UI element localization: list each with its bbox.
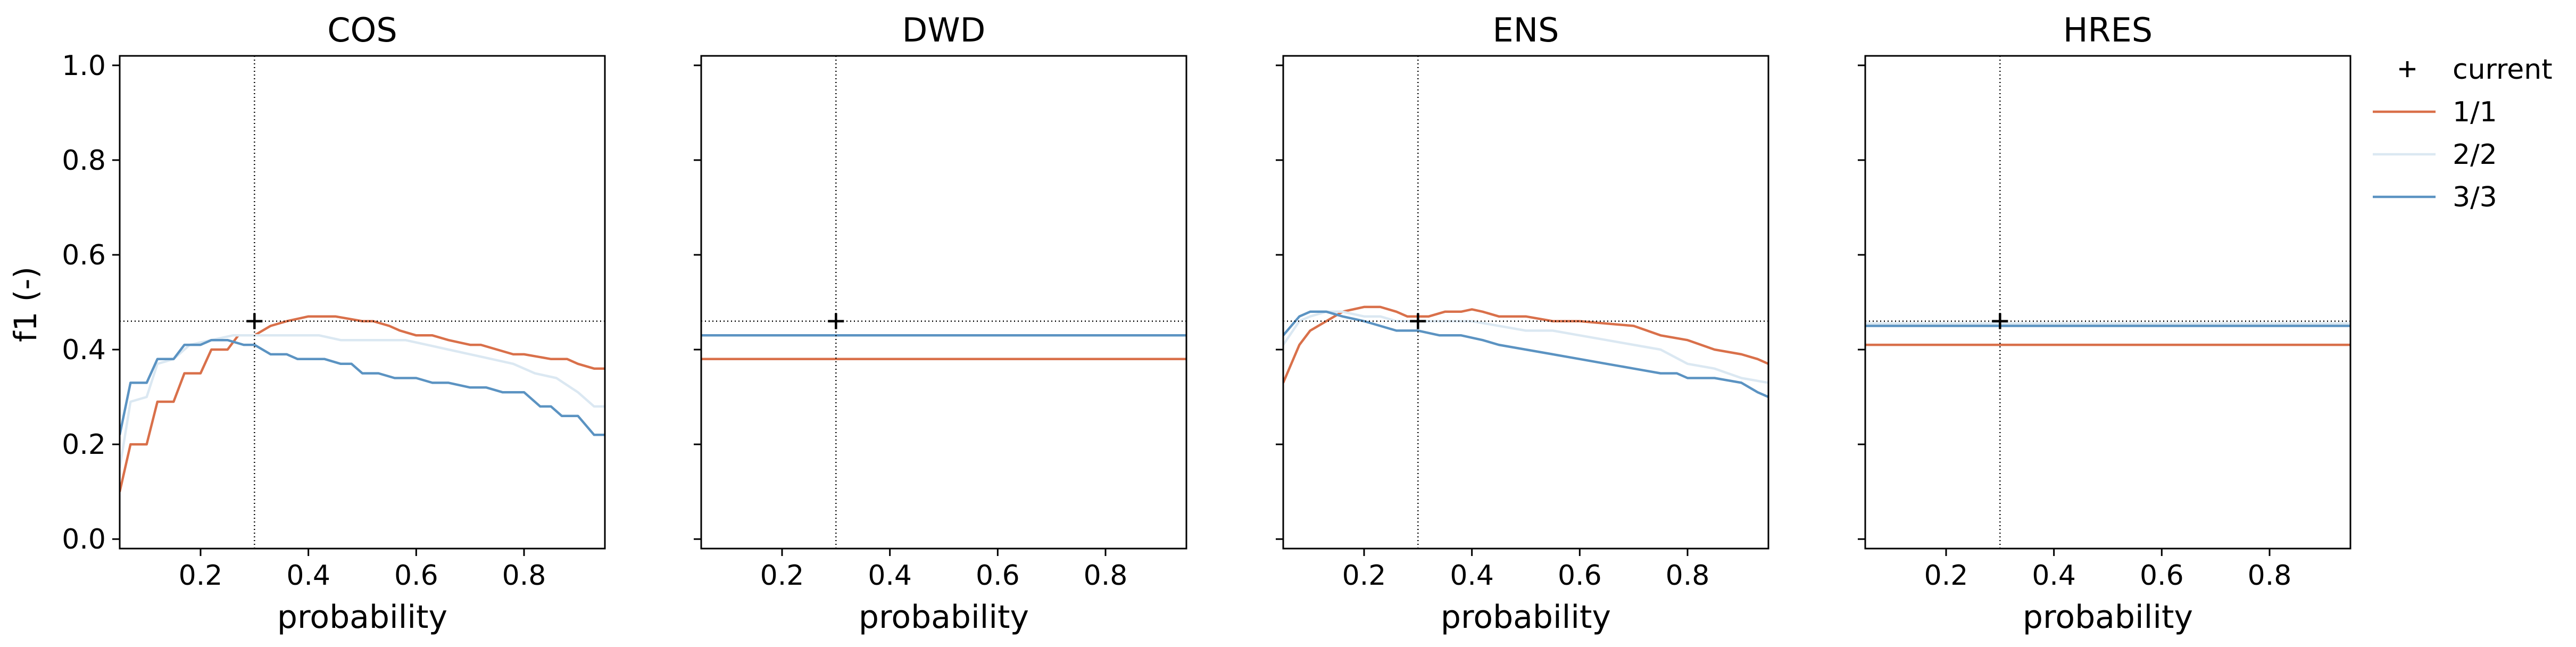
x-tick-label: 0.4 xyxy=(286,560,330,592)
legend-item: 3/3 xyxy=(2373,181,2497,213)
series-group xyxy=(1865,56,2350,549)
panel-title: DWD xyxy=(902,11,986,49)
legend-item: 2/2 xyxy=(2373,139,2497,171)
panel-hres: HRES 0.2 0.4 0.6 0.8 probability xyxy=(1858,11,2351,636)
y-tick-label: 0.2 xyxy=(62,429,106,461)
x-tick-label: 0.8 xyxy=(502,560,546,592)
axes-frame xyxy=(119,55,606,550)
series-group xyxy=(1283,56,1768,549)
x-tick-label: 0.6 xyxy=(2140,560,2184,592)
x-tick-label: 0.2 xyxy=(1924,560,1968,592)
x-tick-label: 0.2 xyxy=(1342,560,1386,592)
current-marker xyxy=(1410,313,1426,329)
x-tick-label: 0.6 xyxy=(976,560,1020,592)
axes-frame xyxy=(1282,55,1769,550)
axes-frame xyxy=(700,55,1187,550)
x-tick-label: 0.8 xyxy=(2248,560,2292,592)
axes-frame xyxy=(1864,55,2351,550)
y-tick-label: 0.4 xyxy=(62,334,106,366)
series-line-3-3 xyxy=(1283,310,1768,399)
legend-item: 1/1 xyxy=(2373,96,2497,128)
legend-label: current xyxy=(2453,54,2553,86)
legend-label: 3/3 xyxy=(2453,181,2497,213)
current-marker xyxy=(828,313,844,329)
x-axis-label: probability xyxy=(277,599,447,636)
current-marker xyxy=(246,313,263,329)
x-tick-label: 0.8 xyxy=(1084,560,1128,592)
series-line-2-2 xyxy=(1283,310,1768,384)
x-tick-label: 0.4 xyxy=(2032,560,2076,592)
series-line-1-1 xyxy=(120,315,605,492)
x-tick-label: 0.4 xyxy=(868,560,912,592)
panel-cos: COS 0.2 0.4 0.6 0.8 probability 0.0 0.2 0.4 0.6 0.… xyxy=(62,11,606,636)
panel-ens: ENS 0.2 0.4 0.6 0.8 probability xyxy=(1276,11,1769,636)
legend: current 1/1 2/2 3/3 xyxy=(2373,54,2553,213)
series-group xyxy=(120,56,605,549)
panel-title: COS xyxy=(327,11,397,49)
x-tick-label: 0.4 xyxy=(1450,560,1494,592)
series-group xyxy=(701,56,1186,549)
y-tick-label: 0.8 xyxy=(62,145,106,177)
y-tick-label: 0.6 xyxy=(62,239,106,271)
series-line-1-1 xyxy=(1283,305,1768,384)
x-tick-label: 0.6 xyxy=(394,560,438,592)
x-tick-label: 0.6 xyxy=(1558,560,1602,592)
y-tick-label: 1.0 xyxy=(62,50,106,82)
current-marker xyxy=(1992,313,2008,329)
y-tick-label: 0.0 xyxy=(62,524,106,555)
panel-title: ENS xyxy=(1493,11,1559,49)
legend-item: current xyxy=(2399,54,2553,86)
series-line-3-3 xyxy=(120,338,605,436)
x-axis-label: probability xyxy=(2023,599,2193,636)
x-tick-label: 0.8 xyxy=(1666,560,1710,592)
shared-y-axis-label: f1 (-) xyxy=(7,267,44,342)
panel-title: HRES xyxy=(2063,11,2153,49)
x-axis-label: probability xyxy=(1441,599,1611,636)
legend-label: 1/1 xyxy=(2453,96,2497,128)
x-tick-label: 0.2 xyxy=(179,560,223,592)
x-axis-label: probability xyxy=(859,599,1029,636)
chart-panels: COS 0.2 0.4 0.6 0.8 probability 0.0 0.2 0.4 0.6 0.… xyxy=(62,11,2351,636)
x-tick-label: 0.2 xyxy=(760,560,804,592)
panel-dwd: DWD 0.2 0.4 0.6 0.8 probability xyxy=(694,11,1187,636)
legend-label: 2/2 xyxy=(2453,139,2497,171)
